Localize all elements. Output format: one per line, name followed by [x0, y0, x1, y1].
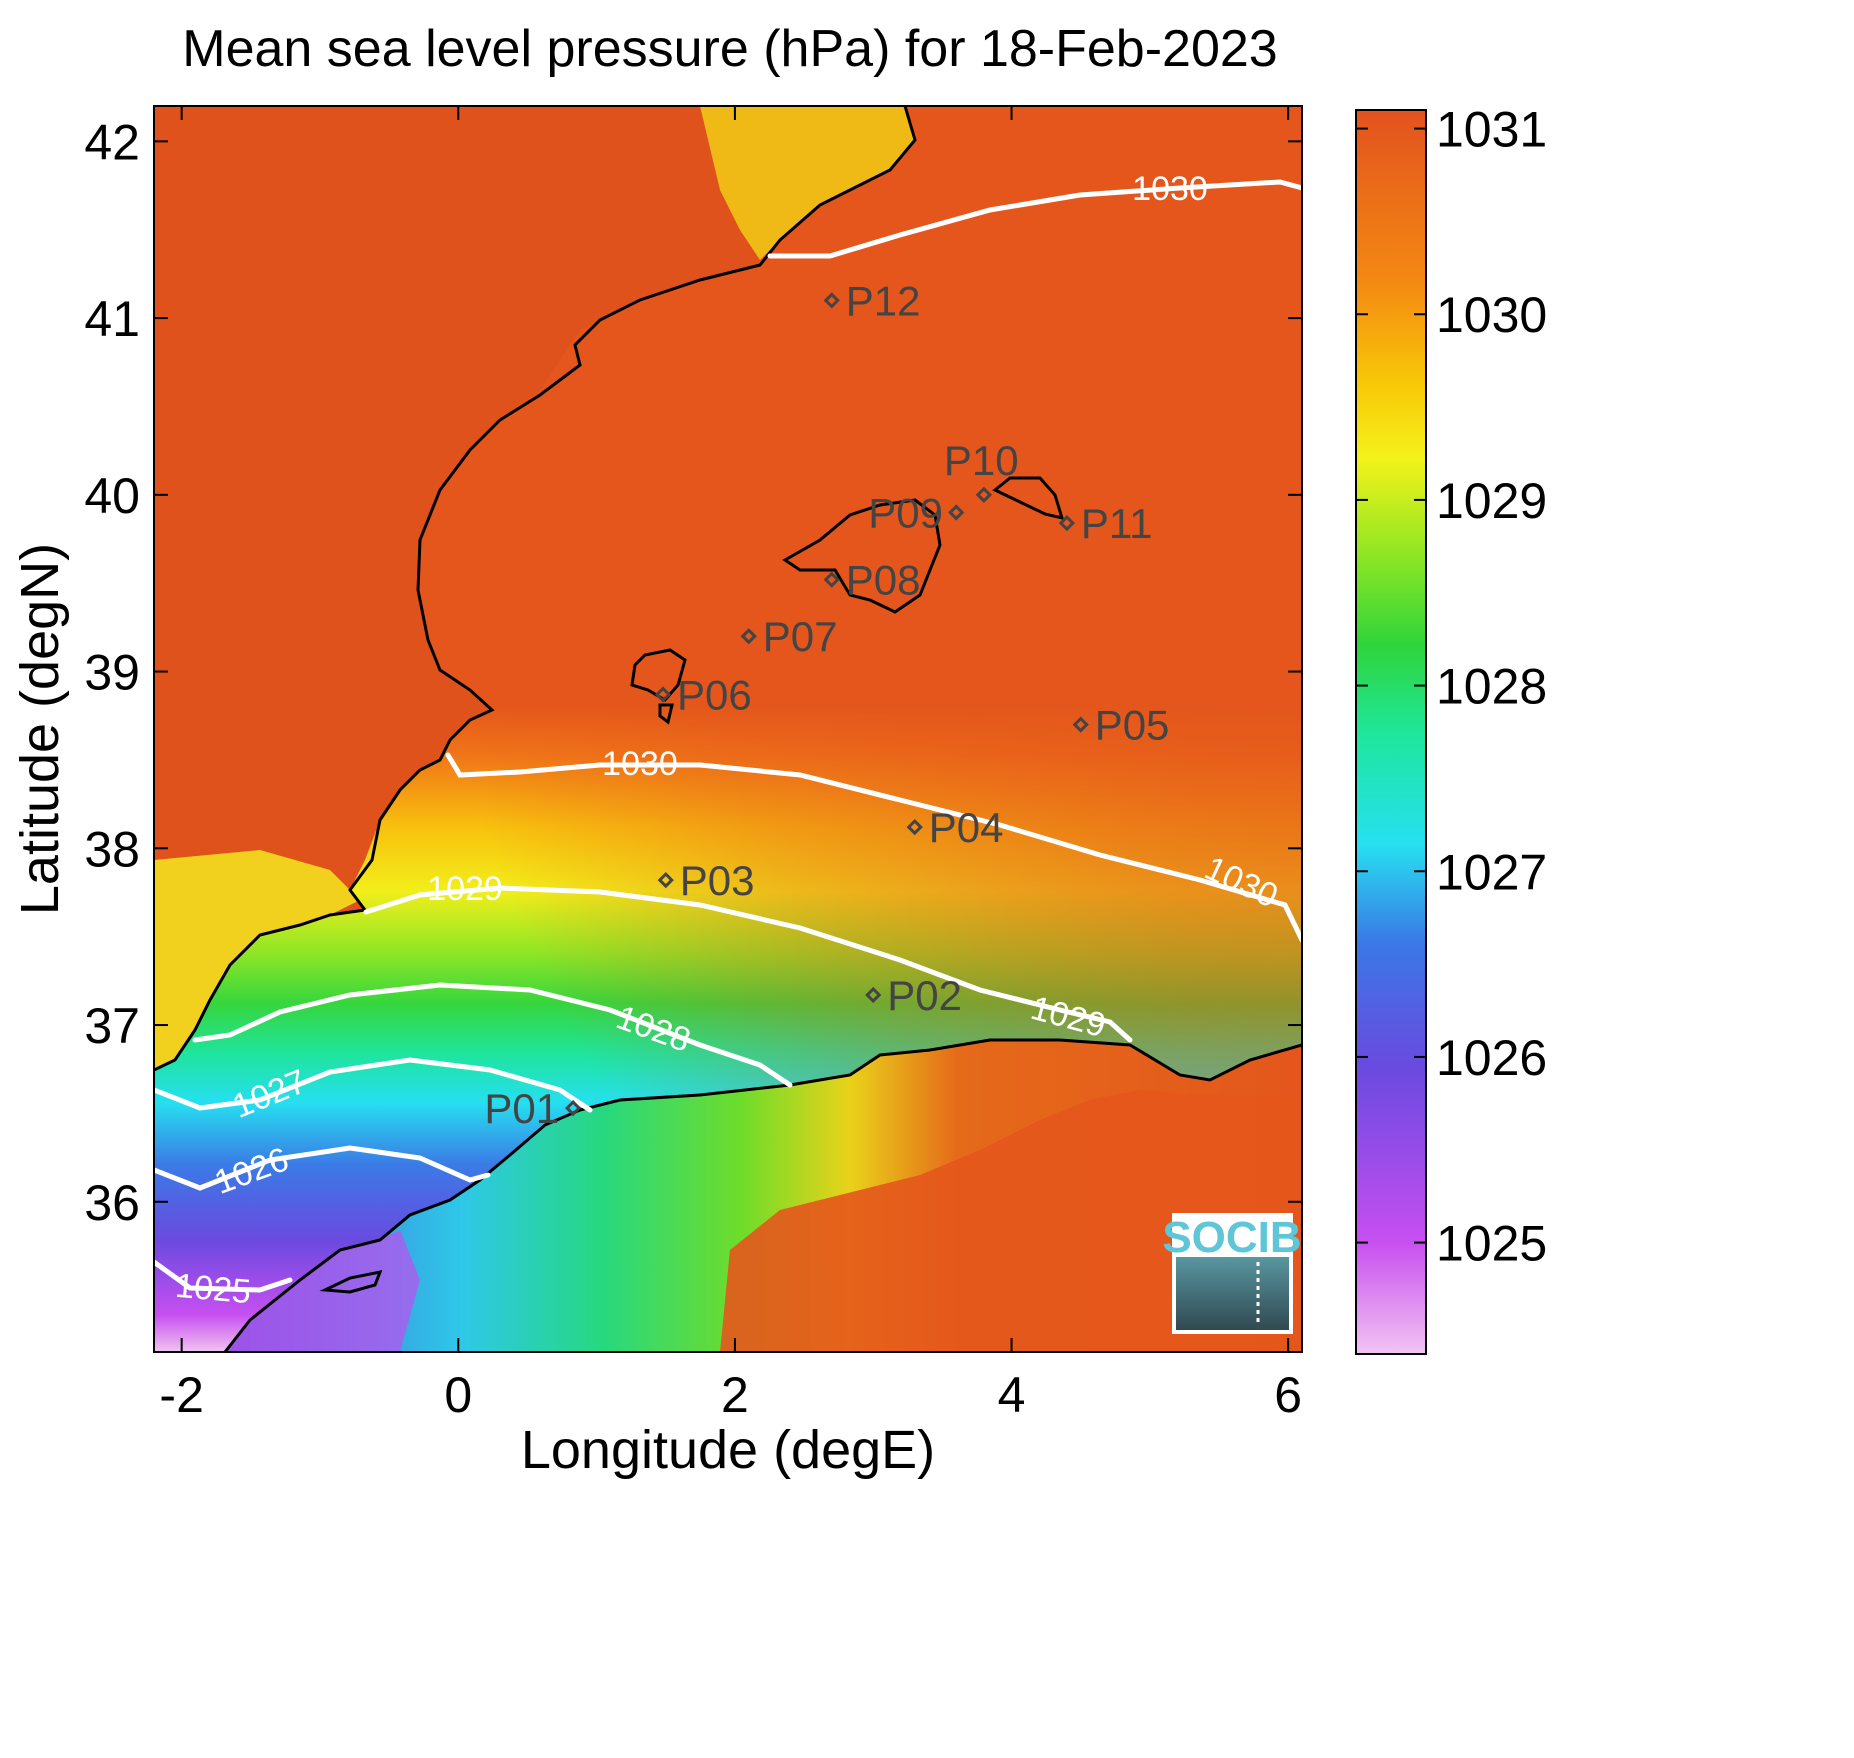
iberia-land	[154, 106, 915, 1070]
x-axis-label: Longitude (degE)	[521, 1420, 935, 1480]
x-tick-label: 6	[1274, 1367, 1302, 1423]
station-marker-p11	[1058, 514, 1075, 532]
station-marker-p06	[654, 686, 672, 703]
station-marker-p10	[975, 486, 993, 503]
y-tick-label: 40	[84, 468, 140, 524]
logo-text: SOCIB	[1162, 1213, 1301, 1262]
y-axis-label: Latitude (degN)	[10, 543, 70, 915]
mallorca-coast	[782, 498, 942, 614]
contour-label-1025: 1025	[174, 1267, 253, 1311]
station-marker-p05	[1072, 716, 1089, 733]
contour-label-1029-west: 1029	[427, 870, 503, 908]
socib-logo: SOCIB	[1162, 1213, 1302, 1334]
station-label-p05: P05	[1095, 702, 1170, 749]
station-label-p03: P03	[680, 857, 755, 904]
y-tick-label: 38	[84, 821, 140, 877]
alboran-coast	[319, 1269, 383, 1294]
logo-header	[1176, 1217, 1289, 1257]
station-label-p04: P04	[929, 804, 1004, 851]
station-marker-p03	[657, 871, 674, 889]
iberia-south-warm	[154, 850, 360, 1070]
station-label-p02: P02	[887, 972, 962, 1019]
colorbar-tick-label: 1026	[1436, 1030, 1547, 1086]
y-tick-label: 39	[84, 645, 140, 701]
station-label-p08: P08	[846, 557, 921, 604]
y-tick-label: 41	[84, 291, 140, 347]
y-axis-ticks: 36 37 38 39 40 41 42	[84, 114, 1302, 1231]
contour-1026	[154, 1145, 491, 1191]
formentera-coast	[658, 703, 674, 725]
station-marker-p12	[823, 292, 840, 309]
colorbar-tick-label: 1030	[1436, 287, 1547, 343]
colorbar-tick-label: 1031	[1436, 102, 1547, 158]
station-label-p09: P09	[868, 489, 943, 536]
contour-1028	[192, 982, 793, 1088]
station-label-p01: P01	[484, 1085, 559, 1132]
y-tick-label: 37	[84, 998, 140, 1054]
coastline	[154, 106, 1302, 1352]
iberia-north-warm	[700, 106, 915, 260]
contour-1029	[363, 885, 1133, 1043]
colorbar-tick-label: 1027	[1436, 844, 1547, 900]
pressure-field	[154, 106, 1302, 1352]
colorbar-tick-label: 1029	[1436, 473, 1547, 529]
y-tick-label: 42	[84, 114, 140, 170]
contour-1025	[154, 1259, 293, 1293]
station-marker-p07	[740, 628, 757, 645]
x-tick-label: 0	[444, 1367, 472, 1423]
station-marker-p08	[823, 571, 840, 588]
station-label-p12: P12	[846, 277, 921, 324]
station-label-p11: P11	[1081, 500, 1153, 547]
station-marker-p02	[865, 986, 882, 1004]
map-title: Mean sea level pressure (hPa) for 18-Feb…	[182, 20, 1277, 78]
ibiza-coast	[630, 648, 687, 702]
colorbar	[1355, 109, 1427, 1355]
contour-1027	[154, 1057, 593, 1113]
station-marker-p04	[906, 818, 923, 836]
contour-lines	[154, 179, 1302, 1293]
colorbar-tick-label: 1025	[1436, 1216, 1547, 1272]
x-axis-ticks: -2 0 2 4 6	[159, 106, 1302, 1423]
contour-label-1030-south: 1030	[602, 745, 678, 783]
x-tick-label: 4	[998, 1367, 1026, 1423]
plot-frame	[153, 105, 1303, 1353]
station-marker-p09	[948, 504, 965, 521]
station-label-p06: P06	[677, 672, 752, 719]
station-label-p07: P07	[763, 613, 838, 660]
africa-inland-orange	[720, 1090, 1302, 1352]
colorbar-tick-label: 1028	[1436, 659, 1547, 715]
contour-1030-north	[767, 179, 1302, 259]
x-tick-label: -2	[159, 1367, 203, 1423]
x-tick-label: 2	[721, 1367, 749, 1423]
contour-label-1030-north: 1030	[1132, 170, 1208, 208]
colorbar-ticks: 1025 1026 1027 1028 1029 1030 1031	[1356, 102, 1547, 1272]
africa-coast	[223, 1038, 1302, 1352]
station-label-p10: P10	[944, 437, 1019, 484]
menorca-coast	[992, 476, 1065, 521]
iberia-coast	[154, 106, 917, 1072]
contour-1030-south	[445, 752, 1302, 943]
station-marker-p01	[564, 1099, 582, 1117]
y-tick-label: 36	[84, 1175, 140, 1231]
